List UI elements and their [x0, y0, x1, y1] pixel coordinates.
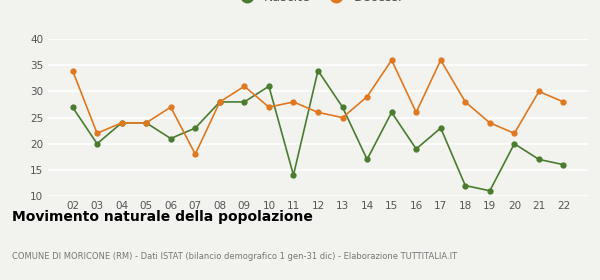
Legend: Nascite, Decessi: Nascite, Decessi	[229, 0, 407, 9]
Text: Movimento naturale della popolazione: Movimento naturale della popolazione	[12, 210, 313, 224]
Text: COMUNE DI MORICONE (RM) - Dati ISTAT (bilancio demografico 1 gen-31 dic) - Elabo: COMUNE DI MORICONE (RM) - Dati ISTAT (bi…	[12, 252, 457, 261]
